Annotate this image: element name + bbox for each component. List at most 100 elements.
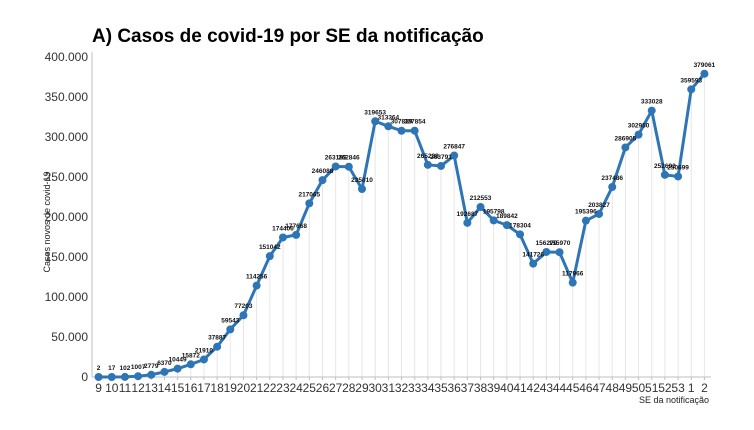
- chart-title: A) Casos de covid-19 por SE da notificaç…: [92, 26, 484, 47]
- data-point: [384, 122, 393, 131]
- data-label: 307854: [404, 119, 426, 126]
- data-point: [595, 209, 604, 218]
- data-label: 10449: [169, 357, 187, 364]
- data-point: [423, 160, 432, 169]
- y-tick-label: 50.000: [51, 330, 88, 344]
- data-point: [397, 126, 406, 135]
- data-label: 156270: [536, 240, 558, 247]
- data-point: [186, 360, 195, 369]
- data-point: [568, 278, 577, 287]
- y-tick-label: 350.000: [45, 90, 89, 104]
- x-tick-label: 33: [408, 381, 422, 395]
- x-tick-label: 2: [701, 381, 708, 395]
- data-point: [371, 117, 380, 126]
- x-tick-label: 16: [184, 381, 198, 395]
- data-label: 263185: [325, 154, 347, 161]
- y-tick-label: 400.000: [45, 50, 89, 64]
- x-axis-label: SE da notificação: [639, 395, 709, 405]
- data-label: 141726: [522, 252, 544, 259]
- cases-series: [94, 69, 709, 381]
- data-point: [463, 218, 472, 227]
- x-tick-label: 40: [500, 381, 514, 395]
- data-label: 1007: [131, 364, 146, 371]
- data-label: 2779: [144, 363, 159, 370]
- data-label: 276847: [443, 144, 465, 151]
- x-tick-label: 45: [566, 381, 580, 395]
- data-label: 117966: [562, 271, 584, 278]
- x-tick-label: 39: [487, 381, 501, 395]
- x-tick-label: 26: [316, 381, 330, 395]
- data-label: 250699: [667, 164, 689, 171]
- x-tick-label: 31: [382, 381, 396, 395]
- data-point: [660, 170, 669, 179]
- data-point: [134, 372, 143, 381]
- y-tick-label: 200.000: [45, 210, 89, 224]
- data-point: [542, 247, 551, 256]
- x-tick-label: 11: [119, 381, 132, 395]
- data-point: [581, 216, 590, 225]
- data-label: 359593: [680, 77, 702, 84]
- data-point: [357, 184, 366, 193]
- data-point: [213, 342, 222, 351]
- x-tick-label: 21: [250, 381, 264, 395]
- x-tick-label: 42: [527, 381, 541, 395]
- data-label: 189842: [496, 213, 518, 220]
- data-label: 333028: [641, 99, 663, 106]
- data-label: 37887: [208, 335, 226, 342]
- x-tick-label: 49: [619, 381, 633, 395]
- x-tick-label: 24: [289, 381, 303, 395]
- data-point: [410, 126, 419, 135]
- x-tick-label: 18: [210, 381, 224, 395]
- data-point: [173, 364, 182, 373]
- data-point: [94, 372, 103, 381]
- data-label: 235010: [351, 177, 373, 184]
- x-tick-label: 34: [421, 381, 435, 395]
- x-tick-label: 44: [553, 381, 567, 395]
- data-point: [502, 221, 511, 230]
- x-tick-label: 41: [513, 381, 527, 395]
- data-label: 203827: [588, 202, 610, 209]
- x-tick-label: 22: [263, 381, 277, 395]
- data-label: 195396: [575, 209, 597, 216]
- data-label: 151042: [259, 244, 281, 251]
- y-tick-label: 100.000: [45, 290, 89, 304]
- data-point: [450, 151, 459, 160]
- x-tick-label: 51: [645, 381, 659, 395]
- x-tick-label: 36: [448, 381, 462, 395]
- data-label: 6370: [157, 360, 172, 367]
- data-label: 77203: [234, 303, 252, 310]
- x-tick-label: 30: [368, 381, 382, 395]
- data-label: 262846: [338, 155, 360, 162]
- data-point: [489, 216, 498, 225]
- x-tick-label: 48: [606, 381, 620, 395]
- data-label: 313364: [377, 114, 399, 121]
- data-label: 217065: [298, 191, 320, 198]
- data-point: [555, 248, 564, 257]
- data-label: 114256: [246, 274, 268, 281]
- data-point: [621, 143, 630, 152]
- y-axis-label: Casos novos de covid-19: [42, 171, 52, 272]
- data-label: 17: [108, 365, 116, 372]
- y-tick-label: 250.000: [45, 170, 89, 184]
- x-tick-label: 19: [224, 381, 238, 395]
- data-point: [278, 233, 287, 242]
- data-label: 15872: [182, 352, 200, 359]
- x-tick-label: 23: [276, 381, 290, 395]
- data-point: [120, 372, 129, 381]
- x-tick-label: 47: [592, 381, 606, 395]
- data-point: [147, 370, 156, 379]
- data-label: 307829: [391, 119, 413, 126]
- data-point: [687, 85, 696, 94]
- x-tick-label: 17: [197, 381, 211, 395]
- data-point: [292, 230, 301, 239]
- data-label: 177668: [285, 223, 307, 230]
- data-label: 192687: [456, 211, 478, 218]
- data-label: 286905: [615, 135, 637, 142]
- data-point: [318, 176, 327, 185]
- data-point: [674, 172, 683, 181]
- data-point: [437, 161, 446, 170]
- data-label: 21910: [195, 347, 213, 354]
- data-label: 59543: [221, 317, 239, 324]
